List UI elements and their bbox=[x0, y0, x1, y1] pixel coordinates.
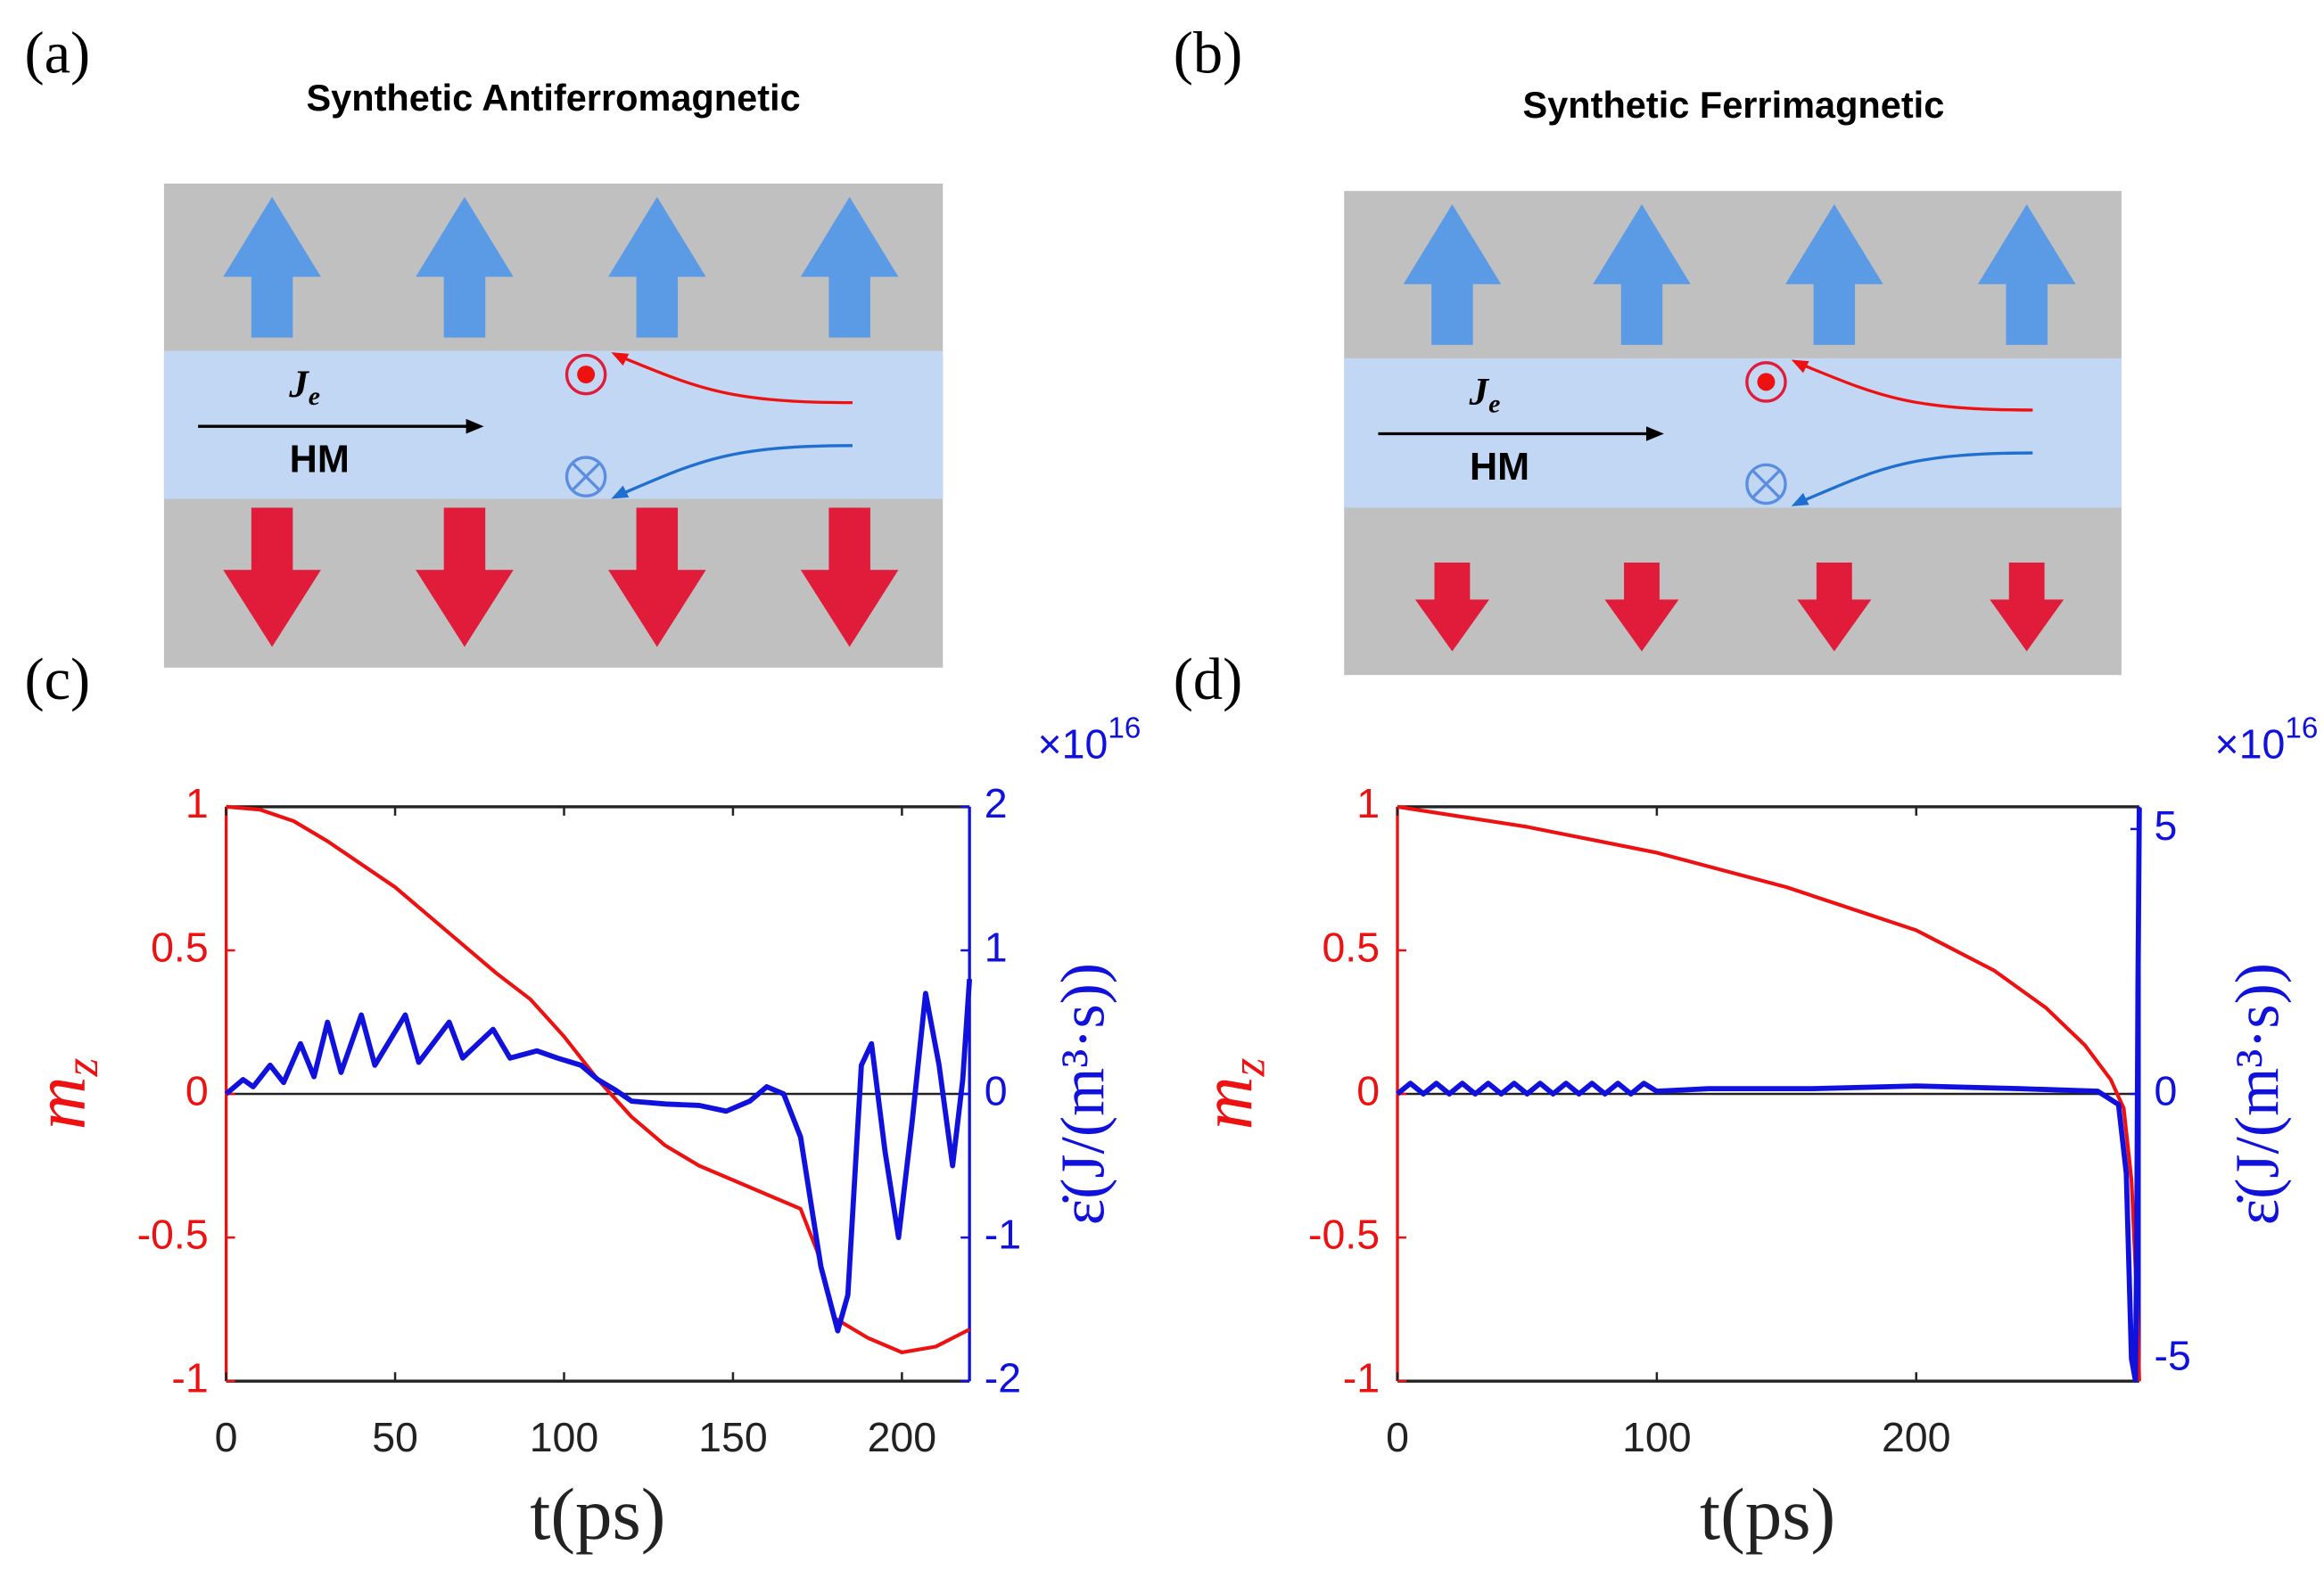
up-arrow bbox=[800, 196, 899, 338]
down-arrow bbox=[1797, 562, 1872, 652]
data-line bbox=[1396, 808, 2142, 1383]
up-arrow bbox=[1593, 204, 1691, 345]
data-line bbox=[224, 979, 973, 1334]
subscript: e bbox=[1488, 389, 1500, 418]
up-arrow bbox=[1403, 204, 1502, 345]
spin-arrow-head bbox=[1791, 359, 1809, 374]
down-arrow bbox=[1604, 562, 1679, 652]
superscript: 16 bbox=[2285, 711, 2318, 744]
down-arrow bbox=[223, 507, 321, 647]
y2-exponent: ×1016 bbox=[2215, 711, 2319, 767]
y2-tick-label: 0 bbox=[985, 1067, 1008, 1114]
panel-label: (c) bbox=[24, 647, 90, 712]
y2-tick-label: 1 bbox=[985, 924, 1008, 970]
up-arrow bbox=[1977, 204, 2076, 345]
label-base: m bbox=[1185, 1076, 1267, 1130]
up-arrow bbox=[1785, 204, 1883, 345]
subscript: e bbox=[309, 382, 320, 411]
panel-label: (a) bbox=[24, 21, 90, 86]
y2-tick-label: -1 bbox=[985, 1211, 1021, 1257]
down-arrow bbox=[800, 507, 899, 647]
x-tick-label: 0 bbox=[215, 1414, 238, 1460]
x-tick-label: 200 bbox=[868, 1414, 937, 1460]
spin-in-cross bbox=[1751, 469, 1781, 499]
spin-out bbox=[565, 353, 607, 396]
spin-arrow-head bbox=[1791, 492, 1809, 506]
exponent-base: ×10 bbox=[1038, 721, 1108, 768]
current-arrow-head bbox=[466, 418, 484, 434]
y-tick-label: 0 bbox=[1356, 1067, 1380, 1114]
layer-label: HM bbox=[1470, 446, 1529, 489]
x-axis-label: t(ps) bbox=[530, 1473, 665, 1555]
x-tick-label: 100 bbox=[1622, 1414, 1692, 1460]
x-tick-label: 100 bbox=[530, 1414, 599, 1460]
y-axis-label: mz bbox=[19, 1058, 108, 1130]
down-arrow bbox=[1990, 562, 2064, 652]
data-line bbox=[1397, 804, 2141, 1382]
y-tick-label: 0.5 bbox=[1322, 924, 1380, 970]
y-tick-label: 0 bbox=[185, 1067, 209, 1114]
y-axis-label: mz bbox=[1185, 1058, 1274, 1130]
y-tick-label: -1 bbox=[1343, 1354, 1380, 1401]
y2-tick-label: 2 bbox=[985, 780, 1008, 826]
panel-label: (d) bbox=[1174, 647, 1242, 712]
spin-in-cross bbox=[571, 462, 601, 491]
subscript: z bbox=[56, 1058, 108, 1078]
y-tick-label: 0.5 bbox=[151, 924, 209, 970]
y2-axis-label: ε̇(J/(m³·s)) bbox=[1050, 963, 1118, 1225]
y-tick-label: 1 bbox=[185, 780, 209, 826]
spin-in bbox=[565, 456, 607, 497]
superscript: 16 bbox=[1108, 711, 1141, 744]
up-arrow bbox=[223, 196, 321, 338]
y2-tick-label: 0 bbox=[2154, 1067, 2177, 1114]
x-tick-label: 150 bbox=[698, 1414, 768, 1460]
spin-arrow-head bbox=[611, 352, 630, 366]
spin-current-up bbox=[616, 353, 853, 405]
y-tick-label: -0.5 bbox=[1308, 1211, 1380, 1257]
spin-current-down bbox=[1796, 451, 2033, 505]
current-label: Je bbox=[1469, 371, 1501, 418]
spin-current-down bbox=[616, 444, 853, 497]
up-arrow bbox=[608, 196, 706, 338]
spin-arrow-head bbox=[611, 485, 630, 499]
x-axis-label: t(ps) bbox=[1700, 1473, 1835, 1555]
y2-axis-label: ε̇(J/(m³·s)) bbox=[2223, 963, 2292, 1225]
spin-current-up bbox=[1796, 361, 2033, 412]
subscript: z bbox=[1224, 1058, 1275, 1078]
down-arrow bbox=[608, 507, 706, 647]
panel-label: (b) bbox=[1174, 21, 1242, 86]
x-tick-label: 50 bbox=[372, 1414, 418, 1460]
y2-tick-label: 5 bbox=[2154, 802, 2177, 849]
spin-out-dot bbox=[577, 366, 596, 384]
current-symbol: J bbox=[1469, 371, 1490, 413]
down-arrow bbox=[416, 507, 514, 647]
y2-tick-label: -2 bbox=[985, 1354, 1021, 1401]
exponent-base: ×10 bbox=[2215, 721, 2286, 768]
x-tick-label: 0 bbox=[1386, 1414, 1409, 1460]
y-tick-label: -1 bbox=[171, 1354, 208, 1401]
y-tick-label: 1 bbox=[1356, 780, 1380, 826]
layer-label: HM bbox=[290, 438, 350, 481]
up-arrow bbox=[416, 196, 514, 338]
y2-tick-label: -5 bbox=[2154, 1332, 2190, 1378]
diagram-title: Synthetic Antiferromagnetic bbox=[306, 77, 800, 119]
current-arrow-head bbox=[1645, 426, 1664, 441]
current-label: Je bbox=[288, 364, 320, 411]
down-arrow bbox=[1414, 562, 1489, 652]
spin-in bbox=[1745, 463, 1787, 505]
x-tick-label: 200 bbox=[1882, 1414, 1951, 1460]
y2-exponent: ×1016 bbox=[1038, 711, 1141, 767]
current-symbol: J bbox=[288, 364, 309, 406]
label-base: m bbox=[19, 1076, 101, 1130]
diagram-title: Synthetic Ferrimagnetic bbox=[1523, 84, 1945, 126]
spin-out bbox=[1745, 361, 1787, 403]
y-tick-label: -0.5 bbox=[137, 1211, 209, 1257]
spin-out-dot bbox=[1757, 373, 1776, 391]
